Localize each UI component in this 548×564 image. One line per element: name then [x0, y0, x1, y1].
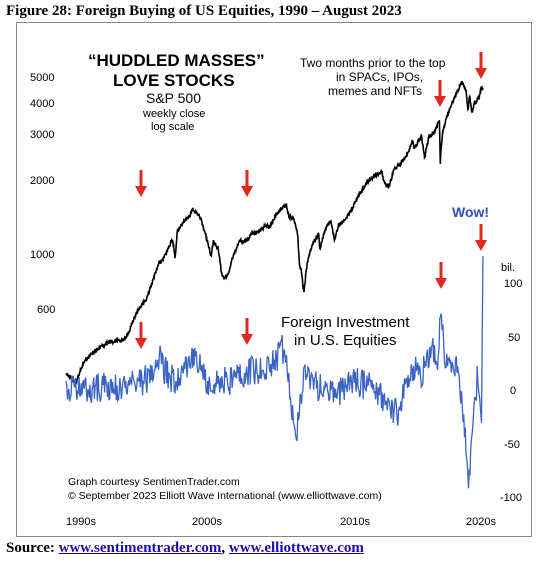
- note-line3: memes and NFTs: [328, 84, 422, 98]
- source-label: Source:: [6, 540, 55, 556]
- chart: “HUDDLED MASSES” LOVE STOCKS S&P 500 wee…: [30, 51, 522, 528]
- note-line2: in SPACs, IPOs,: [336, 70, 423, 84]
- foreign-line1: Foreign Investment: [281, 314, 410, 331]
- sp500-series-line: [65, 80, 484, 386]
- x-tick-2000s: 2000s: [192, 516, 222, 528]
- headline-line2: LOVE STOCKS: [113, 71, 235, 90]
- y-left-tick-4000: 4000: [30, 98, 54, 110]
- y-left-tick-1000: 1000: [30, 249, 54, 261]
- sp500-sub1: weekly close: [142, 108, 205, 120]
- x-tick-1990s: 1990s: [66, 516, 96, 528]
- y-left-tick-600: 600: [37, 304, 55, 316]
- arrow-sp-2007: [241, 170, 253, 197]
- arrow-sp-2000: [135, 170, 147, 197]
- source-link-sentimentrader[interactable]: www.sentimentrader.com: [58, 540, 222, 556]
- arrow-sp-2023: [475, 52, 487, 79]
- callout-arrows: [135, 52, 487, 349]
- headline-line1: “HUDDLED MASSES”: [88, 51, 265, 70]
- source-link-elliottwave[interactable]: www.elliottwave.com: [228, 540, 364, 556]
- y-right-tick-100: 100: [504, 278, 522, 290]
- credit-line1: Graph courtesy SentimenTrader.com: [68, 476, 240, 488]
- arrow-fi-2023: [475, 224, 487, 251]
- y-right-tick-0: 0: [510, 385, 516, 397]
- y-left-tick-3000: 3000: [30, 129, 54, 141]
- y-right-tick-50: 50: [508, 332, 520, 344]
- sp500-label: S&P 500: [146, 90, 201, 106]
- x-tick-2010s: 2010s: [340, 516, 370, 528]
- right-axis-unit: bil.: [501, 262, 515, 274]
- source-separator: ,: [221, 540, 226, 556]
- y-left-tick-2000: 2000: [30, 175, 54, 187]
- y-right-tick-neg50: -50: [504, 439, 520, 451]
- arrow-fi-2021: [435, 262, 447, 289]
- wow-label: Wow!: [452, 204, 489, 220]
- foreign-investment-series-line: [65, 256, 484, 489]
- source-line: Source: www.sentimentrader.com, www.elli…: [6, 540, 364, 557]
- x-tick-2020s: 2020s: [466, 516, 496, 528]
- credit-line2: © September 2023 Elliott Wave Internatio…: [68, 490, 382, 502]
- y-right-tick-neg100: -100: [500, 492, 522, 504]
- arrow-sp-2021: [434, 80, 446, 107]
- foreign-line2: in U.S. Equities: [294, 332, 397, 349]
- note-line1: Two months prior to the top: [300, 56, 446, 70]
- arrow-fi-2007: [241, 318, 253, 345]
- arrow-fi-2000: [135, 322, 147, 349]
- y-left-tick-5000: 5000: [30, 72, 54, 84]
- sp500-sub2: log scale: [151, 121, 194, 133]
- figure-title: Figure 28: Foreign Buying of US Equities…: [6, 3, 402, 19]
